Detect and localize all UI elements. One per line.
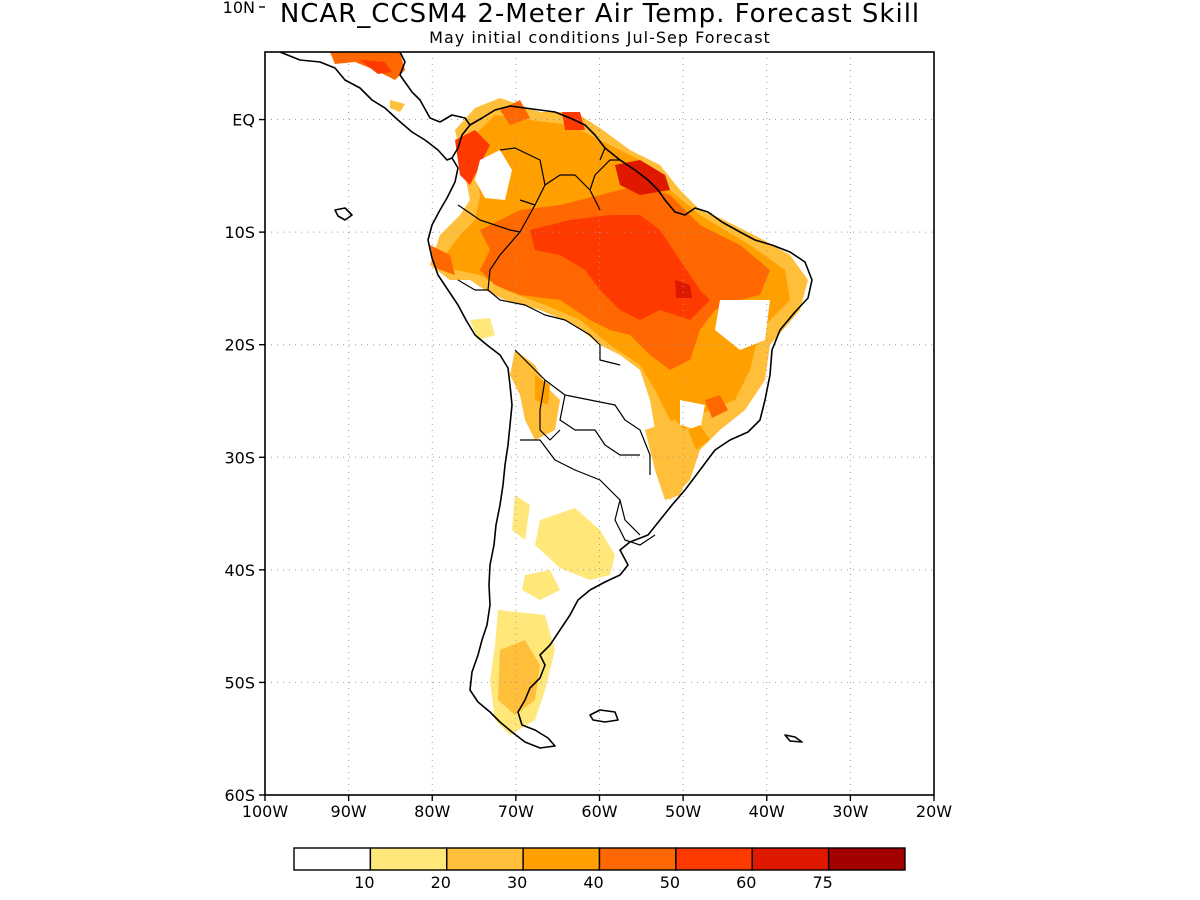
lat-tick-label: 30S: [224, 448, 255, 467]
colorbar-label: 40: [583, 873, 603, 892]
lon-tick-label: 50W: [665, 802, 701, 821]
colorbar-label: 20: [431, 873, 451, 892]
colorbar-swatch: [598, 847, 677, 871]
falkland-islands: [589, 709, 619, 723]
map-axes: 100W 90W 80W 70W 60W 50W 40W 30W 20W 10N EQ 10S 20S 3…: [223, 0, 953, 821]
lat-tick-label: 60S: [224, 786, 255, 805]
colorbar-swatch: [827, 847, 906, 871]
colorbar-swatch: [675, 847, 753, 871]
lat-tick-label: 20S: [224, 336, 255, 355]
lat-tick-label: EQ: [232, 111, 255, 130]
colorbar-swatch: [446, 847, 524, 871]
lon-tick-label: 70W: [498, 802, 534, 821]
lat-tick-label: 50S: [224, 673, 255, 692]
skill-region-argentina: [535, 508, 615, 580]
lon-tick-label: 40W: [749, 802, 785, 821]
galapagos-islands: [334, 207, 353, 221]
map-title: NCAR_CCSM4 2-Meter Air Temp. Forecast Sk…: [279, 0, 921, 29]
colorbar-label: 30: [507, 873, 527, 892]
lon-tick-label: 90W: [331, 802, 367, 821]
lat-tick-label: 10N: [223, 0, 255, 17]
colorbar-label: 10: [354, 873, 374, 892]
colorbar-label: 50: [660, 873, 680, 892]
south-georgia: [784, 734, 803, 743]
lon-tick-label: 30W: [832, 802, 868, 821]
skill-shading: [330, 52, 808, 735]
coastline-south-america: [427, 105, 813, 749]
lon-tick-label: 100W: [242, 802, 289, 821]
colorbar-swatch: [522, 847, 601, 871]
lat-tick-label: 40S: [224, 561, 255, 580]
lat-tick-label: 10S: [224, 223, 255, 242]
colorbar-swatch: [369, 847, 448, 871]
colorbar: 10 20 30 40 50 60 75: [293, 847, 906, 892]
lon-tick-label: 60W: [581, 802, 617, 821]
colorbar-label: 60: [736, 873, 756, 892]
colorbar-swatch: [293, 847, 372, 871]
lon-tick-label: 80W: [414, 802, 450, 821]
coastline-central-america: [279, 52, 471, 161]
colorbar-label: 75: [812, 873, 832, 892]
colorbar-swatch: [751, 847, 830, 871]
borders: [457, 147, 656, 546]
coastlines: [279, 52, 813, 749]
lon-tick-label: 20W: [916, 802, 952, 821]
map-subtitle: May initial conditions Jul-Sep Forecast: [429, 28, 771, 47]
